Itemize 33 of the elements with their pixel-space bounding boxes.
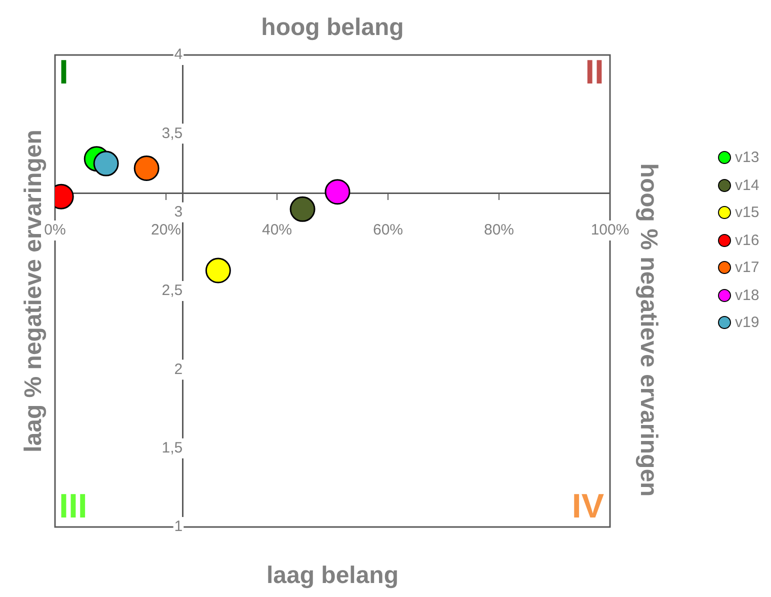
- y-tick-label: 3: [174, 203, 183, 220]
- x-tick-label: 80%: [484, 222, 514, 239]
- y-tick-label: 3,5: [162, 124, 183, 142]
- y-tick-label: 1,5: [162, 439, 183, 456]
- y-tick-label: 2,5: [162, 282, 183, 300]
- x-axis-title: laag belang: [265, 562, 400, 590]
- y-tick-label: 1: [174, 518, 183, 536]
- legend-label: v15: [735, 204, 760, 222]
- annotation: III: [59, 487, 88, 526]
- y-tick-label: 4: [174, 46, 183, 64]
- point: [93, 150, 119, 176]
- x-tick-label: 60%: [372, 222, 404, 239]
- x-tick-label: 100%: [590, 222, 630, 239]
- annotation: IV: [572, 487, 604, 526]
- y-axis-title: laag % negatieve ervaringen: [20, 130, 47, 452]
- legend-label: v16: [735, 232, 760, 249]
- legend-label: v18: [735, 286, 760, 304]
- legend-label: v13: [735, 149, 760, 166]
- legend-label: v14: [735, 176, 760, 194]
- chart-title: hoog belang: [260, 14, 405, 42]
- legend-label: v17: [735, 259, 760, 276]
- y2-axis-title: hoog % negatieve ervaringen: [634, 163, 662, 497]
- point: [205, 258, 231, 284]
- point: [324, 179, 350, 205]
- annotation: I: [59, 53, 68, 92]
- x-tick-label: 40%: [262, 222, 292, 239]
- y-tick-label: 2: [174, 360, 183, 378]
- legend-label: v19: [735, 314, 760, 332]
- point: [134, 156, 160, 182]
- point: [290, 196, 316, 222]
- x-tick-label: 0%: [44, 222, 66, 239]
- annotation: II: [585, 53, 604, 92]
- x-tick-label: 20%: [150, 222, 182, 239]
